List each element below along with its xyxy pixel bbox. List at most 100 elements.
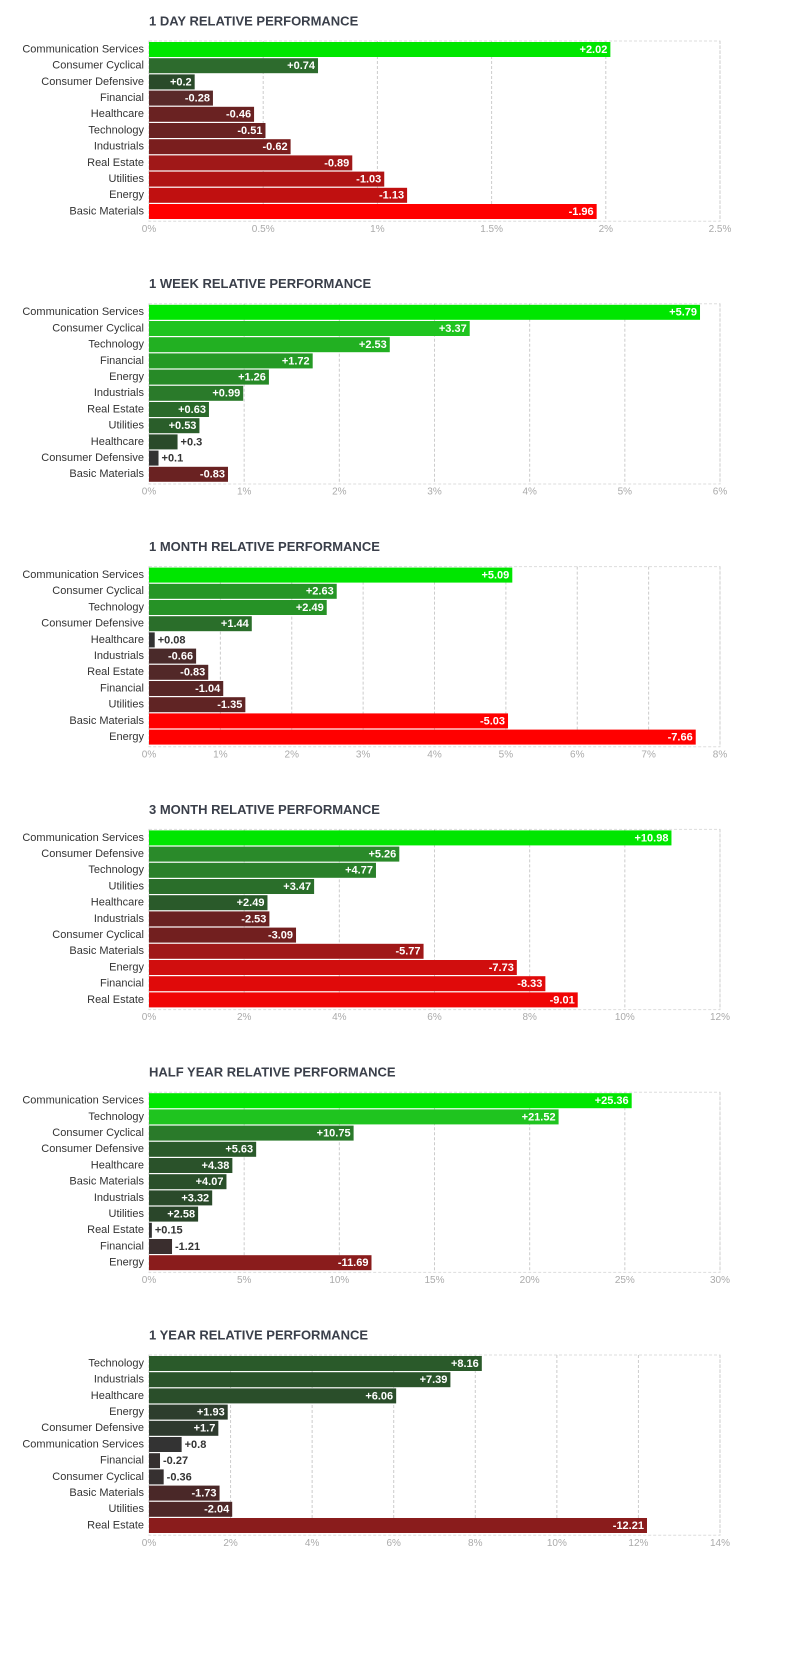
bar <box>149 1222 152 1238</box>
chart-title: HALF YEAR RELATIVE PERFORMANCE <box>149 1065 396 1080</box>
category-label: Financial <box>100 978 144 990</box>
category-label: Industrials <box>94 387 145 399</box>
category-label: Financial <box>100 92 144 104</box>
value-label: -2.04 <box>204 1504 230 1516</box>
category-label: Communication Services <box>22 43 144 55</box>
value-label: -0.51 <box>237 125 262 137</box>
value-label: +2.63 <box>306 586 334 598</box>
bar <box>149 353 313 369</box>
chart: 3 MONTH RELATIVE PERFORMANCE 0% 2% 4% 6% 8% 10… <box>22 802 730 1023</box>
value-label: -3.09 <box>268 930 293 942</box>
bar <box>149 74 195 90</box>
category-label: Utilities <box>109 1208 145 1220</box>
x-tick-label: 2% <box>332 487 347 498</box>
x-tick-label: 10% <box>615 1012 635 1023</box>
value-label: +5.63 <box>225 1144 253 1156</box>
x-tick-label: 15% <box>424 1275 444 1286</box>
bar <box>149 1255 372 1271</box>
value-label: +0.53 <box>169 420 197 432</box>
value-label: -1.35 <box>217 699 242 711</box>
category-label: Industrials <box>94 913 145 925</box>
x-tick-label: 30% <box>710 1275 730 1286</box>
bar <box>149 1109 559 1125</box>
value-label: +0.3 <box>181 436 203 448</box>
value-label: +2.02 <box>580 44 608 56</box>
value-label: -7.73 <box>489 962 514 974</box>
bar <box>149 466 228 482</box>
value-label: +1.44 <box>221 618 250 630</box>
x-tick-label: 10% <box>329 1275 349 1286</box>
x-tick-label: 8% <box>522 1012 537 1023</box>
value-label: -5.03 <box>480 715 505 727</box>
value-label: +2.49 <box>296 602 324 614</box>
category-label: Energy <box>109 371 144 383</box>
x-tick-label: 2% <box>599 224 614 235</box>
category-label: Healthcare <box>91 1159 144 1171</box>
value-label: +4.07 <box>196 1176 224 1188</box>
value-label: +0.99 <box>212 388 240 400</box>
value-label: +5.09 <box>481 570 509 582</box>
category-label: Healthcare <box>91 1390 144 1402</box>
bar <box>149 90 213 106</box>
bar <box>149 171 385 187</box>
category-label: Technology <box>88 339 144 351</box>
chart-title: 1 DAY RELATIVE PERFORMANCE <box>149 13 359 28</box>
value-label: +0.1 <box>162 453 184 465</box>
value-label: +10.75 <box>317 1128 351 1140</box>
bar <box>149 1437 182 1452</box>
category-label: Real Estate <box>87 403 144 415</box>
value-label: -0.46 <box>226 109 251 121</box>
chart-title: 1 MONTH RELATIVE PERFORMANCE <box>149 539 380 554</box>
bar <box>149 369 269 385</box>
bar <box>149 879 315 894</box>
bar <box>149 321 470 336</box>
bar <box>149 632 155 648</box>
category-label: Utilities <box>109 173 145 185</box>
category-label: Basic Materials <box>69 1487 144 1499</box>
bar <box>149 418 200 434</box>
category-label: Healthcare <box>91 897 144 909</box>
category-label: Technology <box>88 1357 144 1369</box>
value-label: -1.03 <box>356 174 381 186</box>
bar <box>149 616 252 632</box>
bar <box>149 583 337 599</box>
value-label: -0.66 <box>168 651 193 663</box>
value-label: -0.83 <box>180 667 205 679</box>
category-label: Communication Services <box>22 569 144 581</box>
x-tick-label: 0% <box>142 1538 157 1549</box>
category-label: Energy <box>109 1406 144 1418</box>
x-tick-label: 2.5% <box>709 224 732 235</box>
value-label: +2.58 <box>167 1209 195 1221</box>
category-label: Utilities <box>109 699 145 711</box>
category-label: Utilities <box>109 420 145 432</box>
x-tick-label: 6% <box>713 487 728 498</box>
chart: 1 WEEK RELATIVE PERFORMANCE 0% 1% 2% 3% 4% 5% 6… <box>22 276 727 497</box>
value-label: -0.36 <box>167 1471 192 1483</box>
value-label: -1.21 <box>175 1241 200 1253</box>
bar <box>149 960 517 975</box>
bar <box>149 1501 233 1517</box>
value-label: +0.74 <box>287 60 316 72</box>
value-label: +0.15 <box>155 1225 183 1237</box>
bar <box>149 1158 233 1173</box>
bar <box>149 830 672 846</box>
category-label: Energy <box>109 189 144 201</box>
bar <box>149 402 209 417</box>
chart: 1 DAY RELATIVE PERFORMANCE 0% 0.5% 1% 1.5% 2%… <box>22 13 731 234</box>
bar <box>149 713 509 729</box>
category-label: Real Estate <box>87 1224 144 1236</box>
bar <box>149 729 696 745</box>
bar <box>149 1093 632 1109</box>
bar <box>149 1388 397 1404</box>
bar <box>149 42 611 57</box>
x-tick-label: 12% <box>710 1012 730 1023</box>
category-label: Energy <box>109 1257 144 1269</box>
category-label: Healthcare <box>91 108 144 120</box>
value-label: -8.33 <box>517 978 542 990</box>
bar <box>149 600 327 615</box>
category-label: Consumer Defensive <box>41 76 144 88</box>
x-tick-label: 0% <box>142 224 157 235</box>
bar <box>149 1125 354 1141</box>
value-label: -5.77 <box>395 946 420 958</box>
